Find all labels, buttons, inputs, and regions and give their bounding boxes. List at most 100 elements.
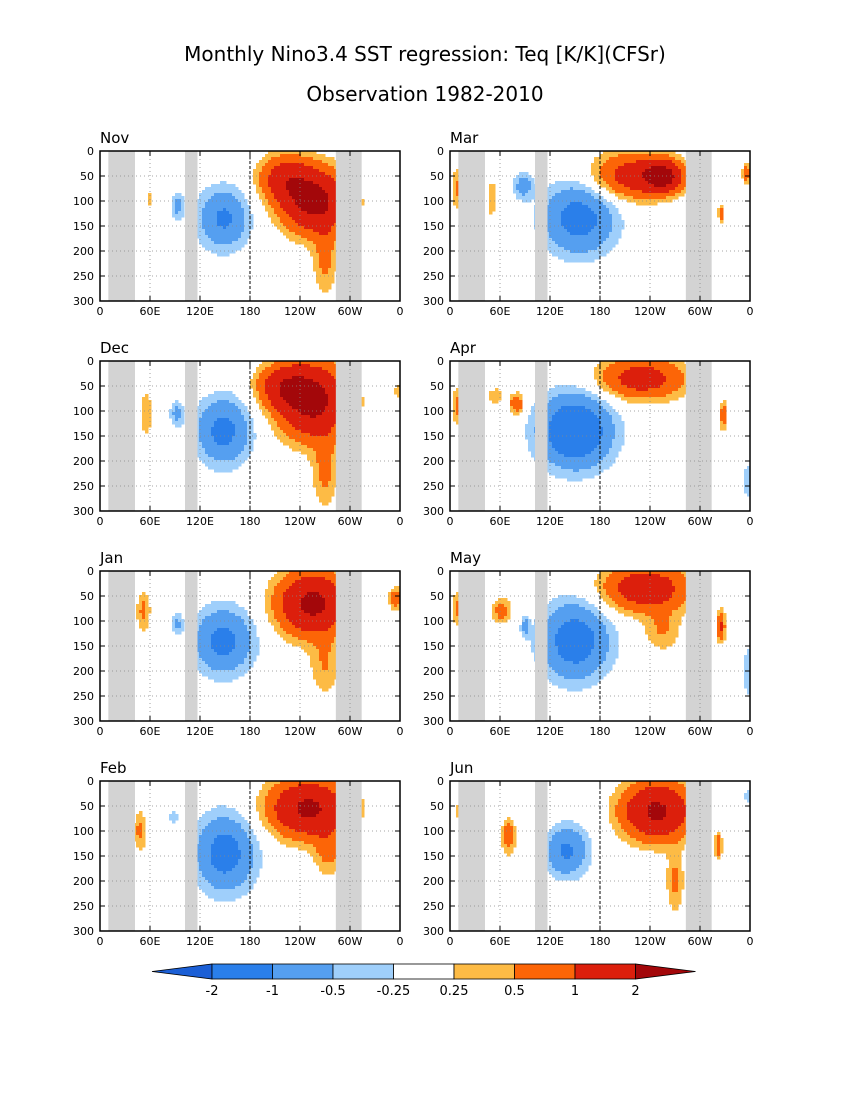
y-tick-label: 250 (423, 270, 444, 283)
y-tick-label: 0 (87, 145, 94, 158)
x-tick-label: 120W (634, 515, 666, 528)
y-tick-label: 300 (73, 925, 94, 938)
y-tick-label: 100 (423, 825, 444, 838)
x-tick-label: 0 (747, 305, 754, 318)
y-tick-label: 0 (437, 565, 444, 578)
y-tick-label: 50 (430, 800, 444, 813)
y-tick-label: 250 (73, 900, 94, 913)
x-tick-label: 0 (747, 515, 754, 528)
panel-feb: 0 60E 120E 180 120W 60W 0 0 50 100 150 200 250 300 Feb (73, 759, 404, 948)
y-tick-label: 100 (423, 405, 444, 418)
x-tick-label: 120W (634, 305, 666, 318)
y-tick-label: 0 (87, 355, 94, 368)
colorbar-label: 0.25 (440, 984, 469, 999)
y-tick-label: 50 (430, 380, 444, 393)
x-tick-label: 0 (97, 725, 104, 738)
panel-mar: 0 60E 120E 180 120W 60W 0 0 50 100 150 200 250 300 Mar (423, 129, 754, 318)
y-tick-label: 300 (423, 715, 444, 728)
y-tick-label: 0 (437, 145, 444, 158)
y-tick-label: 0 (437, 775, 444, 788)
y-tick-label: 50 (80, 590, 94, 603)
y-tick-label: 200 (73, 665, 94, 678)
y-tick-label: 300 (73, 715, 94, 728)
land-mask (535, 571, 548, 721)
y-tick-label: 100 (423, 195, 444, 208)
y-tick-label: 250 (423, 690, 444, 703)
panel-label: Feb (100, 759, 127, 777)
x-tick-label: 60W (338, 725, 363, 738)
x-tick-label: 0 (97, 935, 104, 948)
colorbar-box (514, 963, 576, 980)
x-tick-label: 120W (284, 305, 316, 318)
colorbar-extend-low (151, 963, 213, 980)
colorbar-box (211, 963, 273, 980)
panel-label: Mar (450, 129, 479, 147)
x-tick-label: 0 (97, 305, 104, 318)
land-mask (185, 571, 198, 721)
x-tick-label: 120W (634, 725, 666, 738)
x-tick-label: 0 (747, 935, 754, 948)
y-tick-label: 100 (73, 615, 94, 628)
panel-label: Dec (100, 339, 129, 357)
colorbar-label: -0.25 (377, 984, 411, 999)
land-mask (535, 151, 548, 301)
y-tick-label: 200 (423, 875, 444, 888)
x-tick-label: 60E (490, 305, 511, 318)
x-tick-label: 60E (490, 725, 511, 738)
y-tick-label: 100 (423, 615, 444, 628)
x-tick-label: 120E (536, 515, 564, 528)
y-tick-label: 50 (80, 380, 94, 393)
x-tick-label: 0 (397, 935, 404, 948)
x-tick-label: 0 (97, 515, 104, 528)
y-tick-label: 50 (430, 170, 444, 183)
colorbar-extend-high (635, 963, 696, 980)
colorbar-label: 2 (631, 984, 639, 999)
x-tick-label: 60E (490, 515, 511, 528)
panel-label: Jun (449, 759, 473, 777)
land-mask (185, 151, 198, 301)
x-tick-label: 120E (186, 935, 214, 948)
y-tick-label: 50 (430, 590, 444, 603)
x-tick-label: 60W (338, 305, 363, 318)
y-tick-label: 300 (73, 295, 94, 308)
y-tick-label: 0 (87, 775, 94, 788)
y-tick-label: 100 (73, 195, 94, 208)
colorbar-label: -0.5 (320, 984, 345, 999)
y-tick-label: 150 (423, 430, 444, 443)
land-mask (535, 361, 548, 511)
x-tick-label: 0 (447, 935, 454, 948)
panel-label: May (450, 549, 481, 567)
y-tick-label: 50 (80, 170, 94, 183)
panel-grid: 0 60E 120E 180 120W 60W 0 0 50 100 150 200 250 300 Nov… (73, 129, 754, 948)
y-tick-label: 100 (73, 405, 94, 418)
y-tick-label: 300 (73, 505, 94, 518)
x-tick-label: 120E (186, 305, 214, 318)
panel-jun: 0 60E 120E 180 120W 60W 0 0 50 100 150 200 250 300 Jun (423, 759, 754, 948)
panel-may: 0 60E 120E 180 120W 60W 0 0 50 100 150 200 250 300 May (423, 549, 754, 738)
x-tick-label: 180 (240, 935, 261, 948)
panel-label: Apr (450, 339, 477, 357)
chart-title: Monthly Nino3.4 SST regression: Teq [K/K… (184, 42, 666, 66)
land-mask (535, 781, 548, 931)
x-tick-label: 120W (284, 515, 316, 528)
shaded-field (133, 781, 365, 902)
x-tick-label: 60E (140, 935, 161, 948)
y-tick-label: 200 (73, 455, 94, 468)
chart-subtitle: Observation 1982-2010 (306, 82, 543, 106)
x-tick-label: 120E (536, 935, 564, 948)
colorbar-label: -2 (206, 984, 219, 999)
y-tick-label: 250 (423, 480, 444, 493)
x-tick-label: 60E (140, 515, 161, 528)
panel-label: Jan (99, 549, 123, 567)
y-tick-label: 300 (423, 505, 444, 518)
y-tick-label: 250 (73, 690, 94, 703)
y-tick-label: 150 (423, 640, 444, 653)
colorbar-box (453, 963, 515, 980)
panel-nov: 0 60E 120E 180 120W 60W 0 0 50 100 150 200 250 300 Nov (73, 129, 404, 318)
x-tick-label: 180 (590, 935, 611, 948)
x-tick-label: 0 (397, 515, 404, 528)
x-tick-label: 120W (284, 725, 316, 738)
colorbar-box (272, 963, 334, 980)
x-tick-label: 60W (688, 935, 713, 948)
y-tick-label: 100 (73, 825, 94, 838)
